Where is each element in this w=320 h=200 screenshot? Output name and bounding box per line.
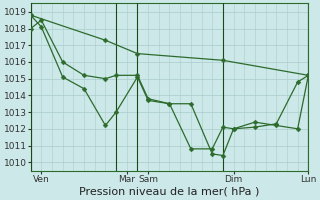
X-axis label: Pression niveau de la mer( hPa ): Pression niveau de la mer( hPa ) [79, 187, 260, 197]
